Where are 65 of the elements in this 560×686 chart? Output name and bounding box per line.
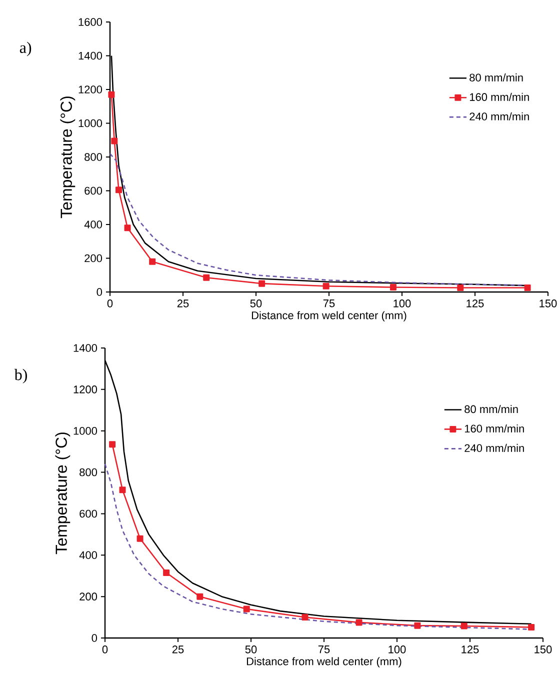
x-tick-label: 25 [177,300,189,308]
x-tick-label: 125 [462,646,479,654]
y-tick-label: 600 [80,510,98,518]
x-axis-title: Distance from weld center (mm) [252,311,406,322]
point [302,614,308,621]
y-tick-label: 1200 [74,386,98,394]
y-tick-label: 800 [80,468,98,476]
point [203,274,210,281]
text: a) [20,42,32,56]
y-tick-label: 600 [84,186,102,195]
legend-label: 80 mm/min [470,73,523,82]
y-tick-label: 800 [84,153,102,161]
point [460,622,468,630]
point [528,624,535,630]
y-tick-label: 200 [80,592,98,600]
point [414,622,421,629]
y-tick-label: 400 [84,220,102,228]
y-tick-label: 1600 [78,18,102,26]
x-tick-label: 125 [466,300,484,308]
x-tick-label: 150 [540,300,557,308]
point [116,186,122,194]
point [258,280,266,287]
point [109,441,116,448]
x-tick-label: 100 [388,646,406,654]
y-tick-label: 1000 [74,426,98,435]
y-tick-label: 1000 [78,119,102,128]
point [243,606,250,612]
x-tick-label: 100 [394,300,411,308]
legend-label: 80 mm/min [464,404,518,414]
point [149,258,156,265]
point [322,282,330,290]
x-tick-label: 75 [323,300,335,308]
y-tick-label: 0 [96,288,102,296]
y-tick-label: 0 [92,634,98,642]
x-axis-title: Distance from weld center (mm) [246,657,402,668]
point [111,138,118,144]
y-tick-label: 1400 [74,344,98,352]
y-tick-label: 1400 [78,52,102,60]
y-axis-title: Temperature (°C) [60,96,76,218]
x-tick-label: 75 [318,646,330,654]
y-tick-label: 400 [79,551,98,560]
x-tick-label: 50 [245,646,257,654]
x-tick-label: 50 [250,300,262,308]
point [108,91,115,98]
point [457,284,464,292]
y-tick-label: 1200 [78,86,102,94]
x-tick-label: 0 [107,300,113,308]
legend-label: 240 mm/min [470,112,529,120]
point [119,486,126,494]
legend-label: 240 mm/min [464,444,524,452]
legend-label: 160 mm/min [464,424,524,433]
y-axis-title: Temperature (°C) [55,432,70,554]
point [356,619,362,626]
point [390,284,396,291]
x-tick-label: 0 [102,646,108,654]
x-tick-label: 25 [172,646,184,654]
legend-label: 160 mm/min [470,92,529,101]
x-tick-label: 150 [534,646,552,654]
point [163,569,170,576]
point [136,535,144,542]
point [124,224,131,232]
text: b) [14,368,27,384]
point [524,284,531,292]
point [196,593,204,600]
y-tick-label: 200 [84,254,102,262]
